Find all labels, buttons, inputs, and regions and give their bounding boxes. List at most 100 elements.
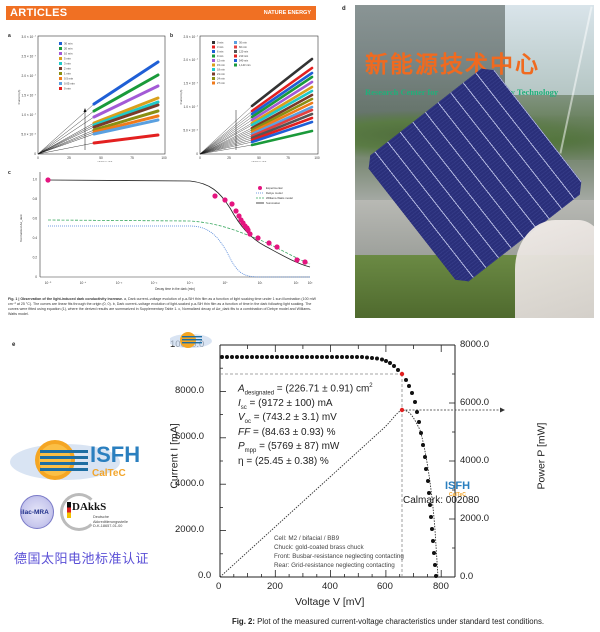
y2-tick-8000: 8000.0 bbox=[460, 339, 490, 350]
article-figure-1: ARTICLES NATURE ENERGY a b c 0 5.0 × 10⁻… bbox=[0, 0, 340, 325]
svg-text:1.5 × 10⁻⁷: 1.5 × 10⁻⁷ bbox=[22, 94, 37, 98]
dakks-sub-3: D-K-18657-01-00 bbox=[93, 524, 123, 528]
svg-text:1.0 × 10⁻⁷: 1.0 × 10⁻⁷ bbox=[184, 105, 199, 109]
svg-text:540 min: 540 min bbox=[239, 59, 249, 63]
chart-fig1a: 0 5.0 × 10⁻⁸ 1.0 × 10⁻⁷ 1.5 × 10⁻⁷ 2.0 ×… bbox=[10, 32, 170, 162]
isfh-logo-icon bbox=[10, 440, 120, 480]
x-tick-0: 0 bbox=[216, 581, 222, 592]
svg-text:3.0 × 10⁻⁷: 3.0 × 10⁻⁷ bbox=[22, 35, 37, 39]
y2-tick-2000: 2000.0 bbox=[460, 513, 490, 524]
svg-text:3 min: 3 min bbox=[64, 62, 71, 66]
panel-letter-a: a bbox=[8, 33, 11, 39]
panel-letter-e: e bbox=[12, 342, 16, 348]
svg-text:25: 25 bbox=[227, 156, 231, 160]
svg-text:Experimental: Experimental bbox=[266, 186, 283, 190]
svg-text:0 min: 0 min bbox=[64, 87, 71, 91]
svg-text:5.0 × 10⁻⁸: 5.0 × 10⁻⁸ bbox=[183, 129, 198, 133]
param-voc: Voc = (743.2 ± 3.1) mV bbox=[238, 412, 337, 425]
y-tick-2000: 2000.0 bbox=[175, 524, 205, 535]
svg-text:20 min: 20 min bbox=[64, 47, 73, 51]
param-pmpp: Pmpp = (5769 ± 87) mW bbox=[238, 441, 340, 454]
svg-text:10³: 10³ bbox=[308, 281, 313, 285]
param-area: Adesignated = (226.71 ± 0.91) cm2 bbox=[238, 383, 373, 397]
svg-text:0.6: 0.6 bbox=[33, 217, 38, 221]
fig2-caption-body: Plot of the measured current-voltage cha… bbox=[254, 617, 545, 626]
cell-info-line: Rear: Grid-resistance neglecting contact… bbox=[274, 562, 395, 569]
svg-text:25: 25 bbox=[67, 156, 71, 160]
svg-text:120 min: 120 min bbox=[239, 50, 249, 54]
y-tick-4000: 4000.0 bbox=[175, 478, 205, 489]
svg-text:2.0 × 10⁻⁷: 2.0 × 10⁻⁷ bbox=[22, 74, 37, 78]
iv-curve-chart: 10000.0 8000.0 6000.0 4000.0 2000.0 0.0 … bbox=[169, 330, 600, 632]
svg-text:10⁻⁵: 10⁻⁵ bbox=[45, 281, 52, 285]
svg-text:Current (A): Current (A) bbox=[179, 90, 183, 105]
panel-letter-c: c bbox=[8, 170, 11, 176]
svg-text:210 min: 210 min bbox=[239, 54, 249, 58]
panel-e: e ISFH CalTeC ilac-MRA DAkkS Deutsche Ak… bbox=[0, 330, 600, 632]
svg-text:Normalized Δσ_dark: Normalized Δσ_dark bbox=[19, 214, 23, 242]
x-tick-400: 400 bbox=[322, 581, 338, 592]
svg-text:10¹: 10¹ bbox=[258, 281, 263, 285]
svg-text:21 min: 21 min bbox=[217, 72, 225, 76]
mpp-current-marker bbox=[399, 371, 405, 377]
svg-text:Debye model: Debye model bbox=[266, 191, 283, 195]
svg-text:0 min: 0 min bbox=[217, 41, 224, 45]
svg-text:5 min: 5 min bbox=[64, 57, 71, 61]
svg-text:12 min: 12 min bbox=[217, 59, 225, 63]
svg-text:15 min: 15 min bbox=[217, 63, 225, 67]
sign-english-left: Research Center for bbox=[365, 87, 439, 97]
svg-text:0.8: 0.8 bbox=[33, 197, 38, 201]
caption-body: a, Dark current–voltage evolution of p-a… bbox=[8, 297, 316, 316]
svg-text:10²: 10² bbox=[294, 281, 299, 285]
svg-text:50: 50 bbox=[99, 156, 103, 160]
sign-chinese: 新能源技术中心 bbox=[365, 52, 540, 78]
isfh-label: ISFH bbox=[90, 442, 141, 467]
svg-text:0.5 min: 0.5 min bbox=[64, 77, 74, 81]
svg-text:2 min: 2 min bbox=[64, 67, 71, 71]
svg-text:30 min: 30 min bbox=[64, 42, 73, 46]
y2-tick-4000: 4000.0 bbox=[460, 455, 490, 466]
photo-panel-d: d 新能源技术中心 Research Center for Energy Tec… bbox=[340, 0, 600, 320]
svg-text:2.0 × 10⁻⁷: 2.0 × 10⁻⁷ bbox=[184, 58, 199, 62]
y-tick-0: 0.0 bbox=[198, 570, 212, 581]
sign-english-right: Energy Technology bbox=[488, 87, 559, 97]
svg-text:10 min: 10 min bbox=[64, 52, 73, 56]
background-sky bbox=[505, 5, 594, 95]
svg-text:0.2: 0.2 bbox=[33, 256, 38, 260]
cell-info-line: Front: Busbar-resistance neglecting cont… bbox=[274, 553, 404, 560]
svg-text:10⁻⁴: 10⁻⁴ bbox=[80, 281, 87, 285]
svg-text:9 min: 9 min bbox=[217, 54, 224, 58]
svg-text:6 min: 6 min bbox=[217, 50, 224, 54]
svg-text:60 min: 60 min bbox=[239, 45, 247, 49]
journal-name: NATURE ENERGY bbox=[263, 10, 311, 16]
svg-text:0: 0 bbox=[34, 152, 36, 156]
sign-english: Research Center for Energy Technology bbox=[365, 87, 558, 97]
cell-info-line: Cell: M2 / bifacial / BB9 bbox=[274, 535, 340, 542]
x-tick-800: 800 bbox=[433, 581, 449, 592]
cell-info-block: Cell: M2 / bifacial / BB9 Chuck: gold-co… bbox=[274, 534, 404, 570]
caltec-label: CalTeC bbox=[92, 468, 126, 479]
dakks-sub-1: Deutsche bbox=[93, 515, 110, 519]
svg-text:1 min: 1 min bbox=[64, 72, 71, 76]
svg-text:10⁻³: 10⁻³ bbox=[116, 281, 122, 285]
svg-text:75: 75 bbox=[286, 156, 290, 160]
dakks-label: DAkkS bbox=[72, 501, 107, 513]
svg-text:10⁰: 10⁰ bbox=[223, 281, 229, 285]
param-efficiency: η = (25.45 ± 0.38) % bbox=[238, 456, 329, 467]
isfh-mini-logo-icon bbox=[170, 332, 212, 348]
svg-text:Current (A): Current (A) bbox=[17, 90, 21, 105]
svg-text:Voltage (V): Voltage (V) bbox=[252, 160, 267, 162]
cell-info-line: Chuck: gold-coated brass chuck bbox=[274, 544, 364, 551]
ilac-mra-logo-icon bbox=[20, 495, 54, 529]
svg-text:50: 50 bbox=[257, 156, 261, 160]
svg-text:Decay time in the dark (min): Decay time in the dark (min) bbox=[155, 287, 195, 291]
y-tick-8000: 8000.0 bbox=[175, 385, 205, 396]
figure-1-caption: Fig. 1 | Observation of the light-induce… bbox=[8, 297, 320, 317]
svg-text:100: 100 bbox=[314, 156, 320, 160]
figure-2-caption: Fig. 2: Plot of the measured current-vol… bbox=[232, 617, 544, 626]
svg-text:1,143 min: 1,143 min bbox=[239, 63, 251, 67]
svg-text:1.5 × 10⁻⁷: 1.5 × 10⁻⁷ bbox=[184, 82, 199, 86]
chart-fig1c: 0 0.2 0.4 0.6 0.8 1.0 10⁻⁵ 10⁻⁴ 10⁻³ 10⁻² 10⁻¹ 1… bbox=[10, 168, 330, 293]
mpp-power-marker bbox=[399, 407, 405, 413]
dakks-sub-2: Akkreditierungsstelle bbox=[93, 519, 129, 524]
